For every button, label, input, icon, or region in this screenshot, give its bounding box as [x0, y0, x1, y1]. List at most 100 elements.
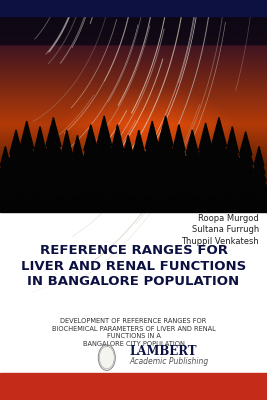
Polygon shape — [173, 125, 185, 151]
Polygon shape — [26, 192, 28, 199]
Polygon shape — [158, 116, 173, 146]
Polygon shape — [61, 130, 72, 155]
Polygon shape — [205, 194, 207, 201]
Polygon shape — [197, 134, 214, 162]
Polygon shape — [119, 162, 138, 184]
Polygon shape — [120, 153, 136, 175]
Polygon shape — [60, 140, 74, 165]
Polygon shape — [17, 143, 37, 170]
Polygon shape — [81, 146, 101, 172]
Polygon shape — [138, 194, 140, 200]
Polygon shape — [20, 121, 34, 148]
Polygon shape — [72, 135, 83, 157]
Polygon shape — [34, 126, 46, 153]
Polygon shape — [7, 149, 25, 173]
Polygon shape — [96, 116, 112, 146]
Polygon shape — [170, 146, 188, 172]
Polygon shape — [131, 140, 147, 165]
Polygon shape — [90, 192, 92, 198]
Polygon shape — [167, 166, 191, 192]
Polygon shape — [67, 170, 88, 192]
Polygon shape — [171, 135, 187, 161]
Polygon shape — [151, 192, 153, 199]
Polygon shape — [42, 140, 65, 169]
Polygon shape — [91, 152, 117, 182]
Text: DEVELOPMENT OF REFERENCE RANGES FOR
BIOCHEMICAL PARAMETERS OF LIVER AND RENAL
FU: DEVELOPMENT OF REFERENCE RANGES FOR BIOC… — [52, 318, 215, 347]
Polygon shape — [182, 159, 203, 183]
Polygon shape — [204, 164, 234, 192]
Polygon shape — [110, 135, 125, 161]
Polygon shape — [57, 160, 76, 184]
Polygon shape — [210, 129, 228, 158]
Polygon shape — [218, 192, 220, 199]
Polygon shape — [208, 140, 230, 169]
Polygon shape — [95, 128, 113, 158]
Polygon shape — [192, 167, 219, 194]
Polygon shape — [234, 169, 258, 192]
Polygon shape — [183, 149, 201, 173]
Polygon shape — [153, 152, 178, 182]
Polygon shape — [223, 148, 241, 174]
Polygon shape — [238, 141, 253, 164]
Polygon shape — [77, 192, 78, 198]
Polygon shape — [195, 145, 216, 172]
Polygon shape — [123, 135, 134, 157]
Polygon shape — [140, 154, 164, 182]
Polygon shape — [127, 170, 151, 194]
Bar — [0, 373, 267, 400]
Polygon shape — [254, 146, 264, 166]
Polygon shape — [0, 177, 15, 196]
Polygon shape — [222, 158, 243, 184]
Circle shape — [99, 346, 114, 369]
Polygon shape — [82, 135, 99, 161]
Polygon shape — [145, 121, 159, 148]
Text: LAMBERT: LAMBERT — [129, 345, 197, 358]
Polygon shape — [46, 118, 61, 146]
Polygon shape — [84, 125, 98, 151]
Polygon shape — [231, 194, 233, 200]
Polygon shape — [105, 166, 129, 192]
Polygon shape — [1, 146, 10, 166]
Polygon shape — [0, 162, 13, 181]
Polygon shape — [32, 137, 48, 163]
Polygon shape — [44, 129, 63, 158]
Polygon shape — [15, 154, 38, 182]
Polygon shape — [237, 150, 255, 174]
Polygon shape — [111, 125, 124, 151]
Polygon shape — [251, 170, 267, 189]
Polygon shape — [103, 194, 105, 201]
Polygon shape — [184, 140, 200, 164]
Polygon shape — [164, 194, 167, 201]
Bar — [0, 212, 267, 373]
Polygon shape — [93, 140, 115, 170]
Polygon shape — [127, 192, 129, 198]
Polygon shape — [199, 123, 213, 150]
Polygon shape — [66, 194, 68, 200]
Text: REFERENCE RANGES FOR
LIVER AND RENAL FUNCTIONS
IN BANGALORE POPULATION: REFERENCE RANGES FOR LIVER AND RENAL FUN… — [21, 244, 246, 288]
Polygon shape — [142, 143, 162, 170]
Polygon shape — [13, 165, 40, 192]
Text: Academic Publishing: Academic Publishing — [129, 357, 209, 366]
Polygon shape — [250, 177, 267, 196]
Polygon shape — [89, 164, 119, 194]
Polygon shape — [154, 140, 177, 170]
Polygon shape — [79, 156, 103, 182]
Polygon shape — [239, 132, 252, 155]
Polygon shape — [69, 153, 85, 175]
Polygon shape — [211, 118, 227, 146]
Polygon shape — [39, 164, 68, 192]
Polygon shape — [226, 126, 238, 153]
Polygon shape — [206, 152, 232, 181]
Polygon shape — [191, 192, 193, 198]
Polygon shape — [116, 192, 119, 198]
Polygon shape — [77, 166, 104, 192]
Polygon shape — [130, 150, 148, 175]
Polygon shape — [56, 170, 77, 194]
Polygon shape — [28, 168, 52, 194]
Polygon shape — [5, 159, 27, 183]
Polygon shape — [151, 164, 180, 194]
Polygon shape — [235, 160, 256, 183]
Polygon shape — [108, 146, 127, 172]
Polygon shape — [194, 156, 217, 183]
Polygon shape — [186, 130, 198, 154]
